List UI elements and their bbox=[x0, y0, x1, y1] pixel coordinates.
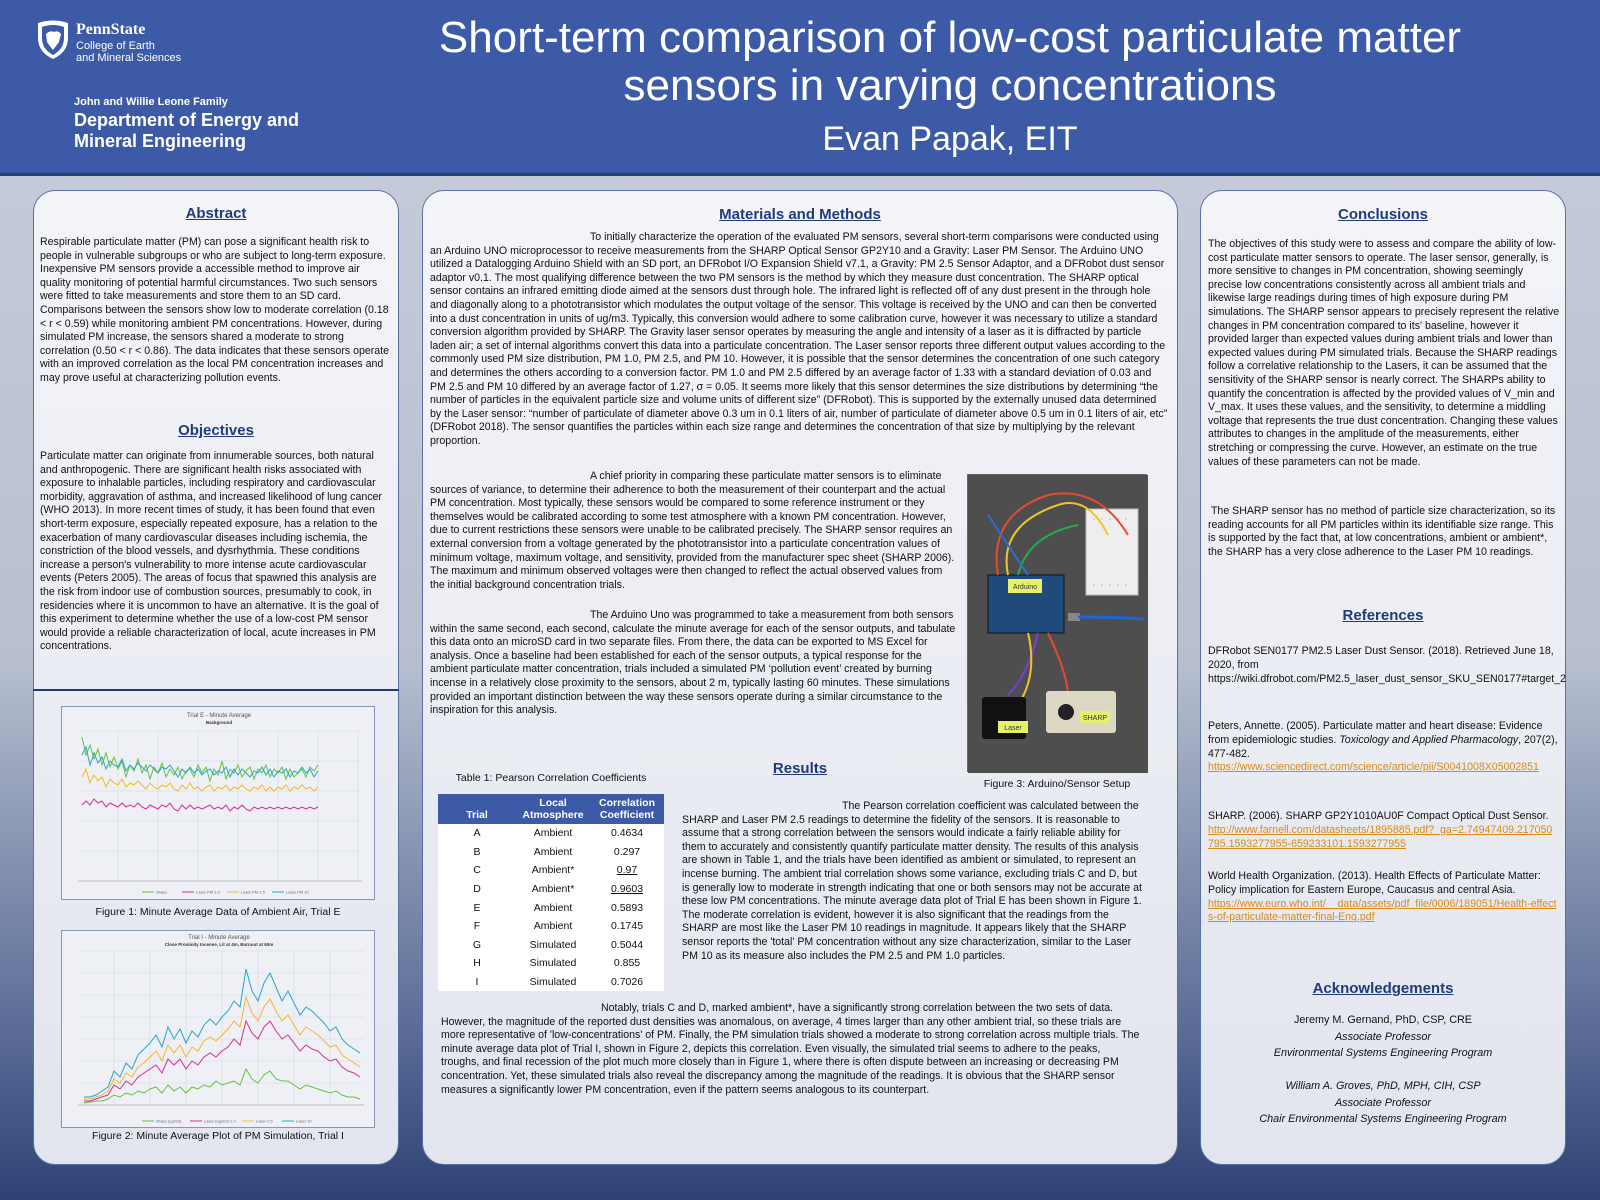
arduino-setup-illustration: Arduino Laser SHARP bbox=[968, 475, 1148, 773]
table-header-row: Trial Local Atmosphere Correlation Coeff… bbox=[438, 794, 664, 824]
conclusions-para-1: The objectives of this study were to ass… bbox=[1208, 238, 1560, 468]
figure-1-chart: Trial E - Minute Average Background Shar… bbox=[61, 706, 375, 900]
svg-text:Laser (ug/m3) 1.0: Laser (ug/m3) 1.0 bbox=[204, 1119, 236, 1124]
acknowledgements-heading: Acknowledgements bbox=[1312, 980, 1454, 997]
methods-para-2: A chief priority in comparing these part… bbox=[430, 470, 955, 591]
table-row: E Ambient 0.5893 bbox=[438, 898, 664, 917]
psu-shield-icon bbox=[38, 20, 68, 59]
laser-label: Laser bbox=[1004, 725, 1022, 732]
acknowledgement-person-1: Jeremy M. Gernand, PhD, CSP, CRE Associa… bbox=[1273, 1014, 1493, 1059]
figure-1-caption: Figure 1: Minute Average Data of Ambient… bbox=[95, 906, 341, 918]
svg-text:Sharp: Sharp bbox=[156, 890, 167, 895]
table-1-caption: Table 1: Pearson Correlation Coefficient… bbox=[455, 772, 647, 784]
figure-2-svg: Trial I - Minute Average Close Proximity… bbox=[78, 935, 364, 1124]
figure-2-caption: Figure 2: Minute Average Plot of PM Simu… bbox=[92, 1130, 344, 1142]
fig1-series-pm1 bbox=[81, 798, 319, 812]
results-para-2: Notably, trials C and D, marked ambient*… bbox=[441, 1002, 1140, 1096]
fig2-legend: Sharp (ug/m3) Laser (ug/m3) 1.0 Laser 2.… bbox=[142, 1119, 312, 1124]
figure-1-svg: Trial E - Minute Average Background Shar… bbox=[78, 713, 362, 895]
university-name: PennState bbox=[76, 21, 146, 38]
reference-4: World Health Organization. (2013). Healt… bbox=[1208, 870, 1557, 924]
correlation-table: Trial Local Atmosphere Correlation Coeff… bbox=[438, 794, 664, 992]
svg-text:Laser PM 10: Laser PM 10 bbox=[286, 890, 309, 895]
correlation-table-wrap: Trial Local Atmosphere Correlation Coeff… bbox=[438, 794, 664, 992]
reference-3: SHARP. (2006). SHARP GP2Y1010AU0F Compac… bbox=[1208, 810, 1553, 850]
reference-3-link[interactable]: http://www.farnell.com/datasheets/189588… bbox=[1208, 823, 1553, 850]
table-row: A Ambient 0.4634 bbox=[438, 824, 664, 843]
methods-heading: Materials and Methods bbox=[719, 206, 881, 223]
psu-logo: PennState College of Earth and Mineral S… bbox=[36, 20, 236, 66]
svg-text:Laser PM 2.5: Laser PM 2.5 bbox=[241, 890, 266, 895]
reference-2-link[interactable]: https://www.sciencedirect.com/science/ar… bbox=[1208, 761, 1539, 774]
table-row: C Ambient* 0.97 bbox=[438, 861, 664, 880]
svg-text:Laser 2.5: Laser 2.5 bbox=[256, 1119, 273, 1124]
references-heading: References bbox=[1342, 607, 1424, 624]
fig1-series-pm10 bbox=[81, 745, 319, 779]
results-heading: Results bbox=[772, 760, 828, 777]
sharp-label: SHARP bbox=[1083, 715, 1107, 722]
right-panel bbox=[1200, 190, 1566, 1165]
fig2-series-sharp bbox=[83, 1067, 361, 1104]
fig1-chart-title: Trial E - Minute Average bbox=[187, 713, 252, 719]
abstract-text: Respirable particulate matter (PM) can p… bbox=[40, 236, 390, 384]
fig2-series-pm10 bbox=[84, 968, 361, 1098]
reference-1: DFRobot SEN0177 PM2.5 Laser Dust Sensor.… bbox=[1208, 645, 1567, 685]
table-row: G Simulated 0.5044 bbox=[438, 935, 664, 955]
fig2-series-pm25 bbox=[84, 995, 361, 1100]
poster-header: PennState College of Earth and Mineral S… bbox=[0, 0, 1600, 176]
arduino-label-tag bbox=[1008, 579, 1042, 593]
table-row: D Ambient* 0.9603 bbox=[438, 879, 664, 899]
methods-para-1: To initially characterize the operation … bbox=[430, 231, 1168, 447]
fig1-series-pm25 bbox=[81, 767, 319, 792]
fig2-series-pm1 bbox=[84, 1019, 361, 1102]
poster-author: Evan Papak, EIT bbox=[822, 120, 1078, 158]
figure-3-photo: Arduino Laser SHARP bbox=[967, 474, 1148, 773]
conclusions-heading: Conclusions bbox=[1337, 206, 1428, 223]
fig1-chart-subtitle: Background bbox=[206, 720, 233, 725]
dept-family: John and Willie Leone Family bbox=[74, 96, 228, 108]
acknowledgement-person-2: William A. Groves, PhD, MPH, CIH, CSP As… bbox=[1259, 1080, 1507, 1125]
svg-text:Sharp (ug/m3): Sharp (ug/m3) bbox=[156, 1119, 182, 1124]
fig1-series-sharp bbox=[81, 736, 319, 783]
figure-2-chart: Trial I - Minute Average Close Proximity… bbox=[61, 930, 375, 1128]
conclusions-para-2: The SHARP sensor has no method of partic… bbox=[1208, 505, 1556, 558]
fig2-chart-subtitle: Close Proximity Incense, Lit at 4m, Burn… bbox=[165, 942, 274, 947]
figure-3-caption: Figure 3: Arduino/Sensor Setup bbox=[983, 778, 1131, 790]
arduino-label: Arduino bbox=[1013, 584, 1037, 591]
table-row: F Ambient 0.1745 bbox=[438, 916, 664, 936]
svg-text:Laser 10: Laser 10 bbox=[296, 1119, 312, 1124]
svg-text:Laser PM 1.0: Laser PM 1.0 bbox=[196, 890, 221, 895]
section-divider bbox=[33, 689, 399, 691]
reference-2: Peters, Annette. (2005). Particulate mat… bbox=[1208, 720, 1558, 774]
table-row: B Ambient 0.297 bbox=[438, 842, 664, 862]
objectives-text: Particulate matter can originate from in… bbox=[40, 450, 382, 653]
college-name: College of Earth and Mineral Sciences bbox=[76, 40, 182, 64]
reference-4-link[interactable]: https://www.euro.who.int/__data/assets/p… bbox=[1208, 897, 1557, 924]
fig1-gridlines bbox=[78, 730, 362, 881]
fig1-legend: Sharp Laser PM 1.0 Laser PM 2.5 Laser PM… bbox=[142, 890, 309, 895]
results-para-1: The Pearson correlation coefficient was … bbox=[682, 800, 1142, 962]
col-header-correlation: Correlation Coefficient bbox=[590, 794, 664, 824]
table-row: H Simulated 0.855 bbox=[438, 954, 664, 973]
abstract-heading: Abstract bbox=[185, 205, 247, 222]
col-header-atmosphere: Local Atmosphere bbox=[516, 794, 590, 824]
methods-para-3: The Arduino Uno was programmed to take a… bbox=[430, 609, 956, 717]
objectives-heading: Objectives bbox=[178, 422, 254, 439]
dept-name: Department of Energy and Mineral Enginee… bbox=[74, 110, 300, 151]
fig2-chart-title: Trial I - Minute Average bbox=[188, 935, 250, 941]
poster-title: Short-term comparison of low-cost partic… bbox=[438, 13, 1462, 110]
col-header-trial: Trial bbox=[438, 794, 516, 824]
breadboard-shape bbox=[1085, 508, 1139, 596]
table-row: I Simulated 0.7026 bbox=[438, 972, 664, 992]
